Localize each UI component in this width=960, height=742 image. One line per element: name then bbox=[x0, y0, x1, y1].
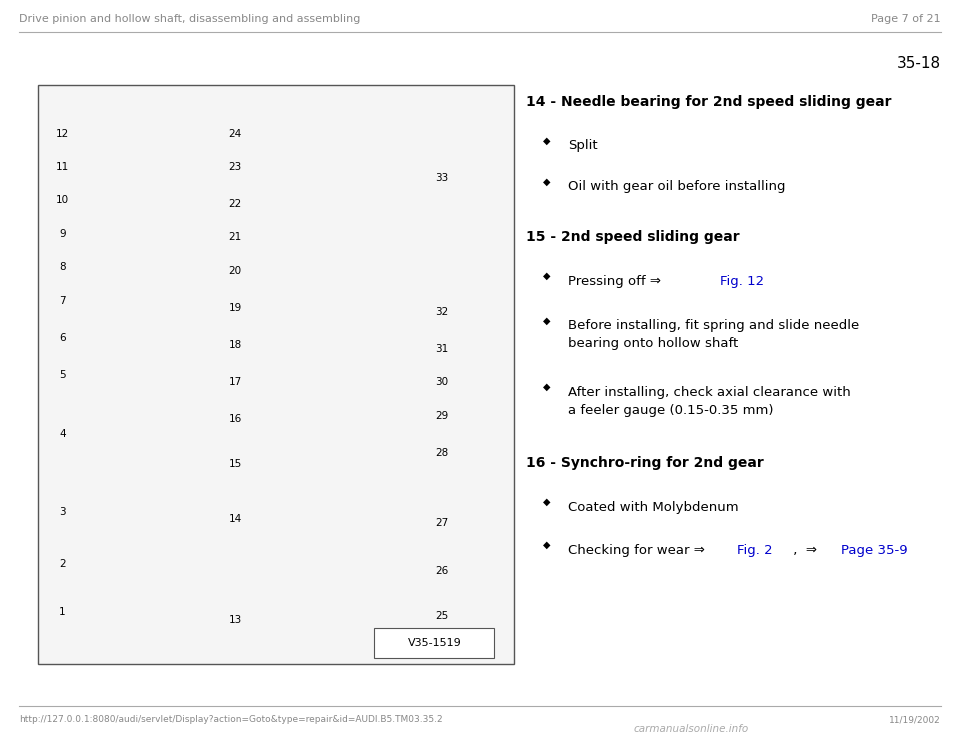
Text: 22: 22 bbox=[228, 199, 242, 209]
Text: 15 - 2nd speed sliding gear: 15 - 2nd speed sliding gear bbox=[526, 230, 740, 244]
Text: Split: Split bbox=[568, 139, 598, 153]
Text: ,  ⇒: , ⇒ bbox=[789, 544, 822, 557]
Text: 11: 11 bbox=[56, 162, 69, 172]
Text: V35-1519: V35-1519 bbox=[408, 638, 461, 649]
Text: 6: 6 bbox=[60, 332, 65, 343]
Text: http://127.0.0.1:8080/audi/servlet/Display?action=Goto&type=repair&id=AUDI.B5.TM: http://127.0.0.1:8080/audi/servlet/Displ… bbox=[19, 715, 443, 724]
Text: Drive pinion and hollow shaft, disassembling and assembling: Drive pinion and hollow shaft, disassemb… bbox=[19, 13, 361, 24]
Text: 10: 10 bbox=[56, 195, 69, 206]
Text: After installing, check axial clearance with
a feeler gauge (0.15-0.35 mm): After installing, check axial clearance … bbox=[568, 386, 852, 417]
Text: ◆: ◆ bbox=[543, 271, 551, 280]
Text: Page 35-9: Page 35-9 bbox=[841, 544, 907, 557]
Text: 30: 30 bbox=[435, 377, 448, 387]
Text: Before installing, fit spring and slide needle
bearing onto hollow shaft: Before installing, fit spring and slide … bbox=[568, 319, 859, 350]
Text: 8: 8 bbox=[60, 262, 65, 272]
Text: 27: 27 bbox=[435, 518, 448, 528]
Text: ◆: ◆ bbox=[543, 315, 551, 325]
Text: 19: 19 bbox=[228, 303, 242, 313]
Text: ◆: ◆ bbox=[543, 177, 551, 186]
Text: 13: 13 bbox=[228, 614, 242, 625]
Text: 7: 7 bbox=[60, 295, 65, 306]
Text: 21: 21 bbox=[228, 232, 242, 243]
Text: 16 - Synchro-ring for 2nd gear: 16 - Synchro-ring for 2nd gear bbox=[526, 456, 764, 470]
Text: 33: 33 bbox=[435, 173, 448, 183]
Text: 29: 29 bbox=[435, 410, 448, 421]
Text: 1: 1 bbox=[60, 607, 65, 617]
Text: 17: 17 bbox=[228, 377, 242, 387]
Text: 23: 23 bbox=[228, 162, 242, 172]
Text: Pressing off ⇒: Pressing off ⇒ bbox=[568, 275, 665, 288]
Text: ◆: ◆ bbox=[543, 136, 551, 145]
Text: 12: 12 bbox=[56, 128, 69, 139]
Text: 35-18: 35-18 bbox=[897, 56, 941, 70]
Text: Fig. 12: Fig. 12 bbox=[720, 275, 764, 288]
Text: carmanualsonline.info: carmanualsonline.info bbox=[634, 723, 749, 734]
Text: ◆: ◆ bbox=[543, 497, 551, 507]
Text: 31: 31 bbox=[435, 344, 448, 354]
Text: 15: 15 bbox=[228, 459, 242, 469]
Text: 14: 14 bbox=[228, 514, 242, 525]
Text: ◆: ◆ bbox=[543, 540, 551, 550]
Text: 4: 4 bbox=[60, 429, 65, 439]
Text: 18: 18 bbox=[228, 340, 242, 350]
Text: 25: 25 bbox=[435, 611, 448, 621]
Text: 32: 32 bbox=[435, 306, 448, 317]
Text: 5: 5 bbox=[60, 370, 65, 380]
FancyBboxPatch shape bbox=[374, 628, 494, 658]
Text: 24: 24 bbox=[228, 128, 242, 139]
Text: Fig. 2: Fig. 2 bbox=[737, 544, 773, 557]
Text: 14 - Needle bearing for 2nd speed sliding gear: 14 - Needle bearing for 2nd speed slidin… bbox=[526, 95, 892, 109]
Text: 2: 2 bbox=[60, 559, 65, 569]
Text: Oil with gear oil before installing: Oil with gear oil before installing bbox=[568, 180, 786, 194]
Text: 26: 26 bbox=[435, 566, 448, 577]
Text: 16: 16 bbox=[228, 414, 242, 424]
Text: 20: 20 bbox=[228, 266, 242, 276]
Text: 3: 3 bbox=[60, 507, 65, 517]
Text: ◆: ◆ bbox=[543, 382, 551, 392]
Text: Coated with Molybdenum: Coated with Molybdenum bbox=[568, 501, 739, 514]
Text: 11/19/2002: 11/19/2002 bbox=[889, 715, 941, 724]
FancyBboxPatch shape bbox=[38, 85, 514, 664]
Text: 9: 9 bbox=[60, 229, 65, 239]
Text: Page 7 of 21: Page 7 of 21 bbox=[871, 13, 941, 24]
Text: 28: 28 bbox=[435, 447, 448, 458]
Text: Checking for wear ⇒: Checking for wear ⇒ bbox=[568, 544, 709, 557]
